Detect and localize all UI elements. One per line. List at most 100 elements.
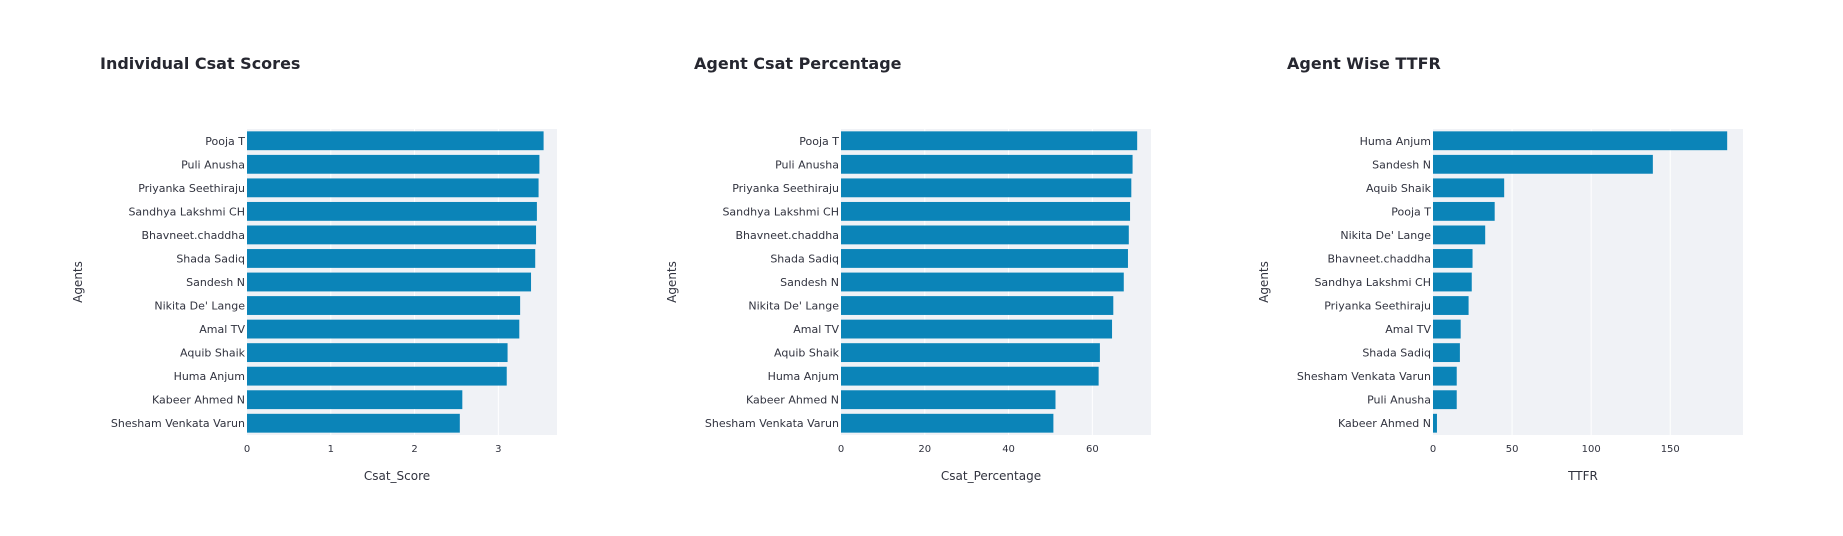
category-label: Puli Anusha	[1367, 394, 1431, 407]
bar[interactable]	[841, 225, 1129, 245]
category-label: Pooja T	[1391, 205, 1431, 218]
category-label: Bhavneet.chaddha	[1327, 252, 1431, 265]
bar[interactable]	[247, 413, 460, 433]
chart-2: Agent Csat Percentage Pooja T Puli Anusha P…	[665, 54, 1151, 483]
category-label: Priyanka Seethiraju	[732, 182, 839, 195]
bar[interactable]	[841, 154, 1133, 174]
x-tick-label: 150	[1661, 444, 1680, 455]
x-tick-label: 0	[838, 444, 844, 455]
category-label: Priyanka Seethiraju	[1324, 300, 1431, 313]
bar[interactable]	[247, 296, 521, 315]
y-axis-title: Agents	[665, 261, 679, 303]
bar[interactable]	[1433, 249, 1473, 268]
chart-title: Individual Csat Scores	[100, 54, 300, 73]
category-label: Amal TV	[199, 323, 245, 336]
category-label: Kabeer Ahmed N	[152, 394, 245, 407]
category-label: Sandesh N	[780, 276, 839, 289]
bar[interactable]	[1433, 413, 1437, 433]
bar[interactable]	[841, 390, 1056, 410]
x-tick-label: 2	[411, 444, 417, 455]
bar[interactable]	[247, 390, 463, 410]
category-label: Shada Sadiq	[770, 252, 839, 265]
category-label: Huma Anjum	[174, 370, 245, 383]
category-label: Aquib Shaik	[774, 347, 840, 360]
category-label: Kabeer Ahmed N	[1338, 417, 1431, 430]
bar[interactable]	[1433, 178, 1505, 198]
bar[interactable]	[247, 249, 536, 268]
bar[interactable]	[1433, 272, 1472, 292]
plot-area	[1433, 129, 1743, 435]
bar[interactable]	[1433, 131, 1728, 151]
category-label: Pooja T	[205, 135, 245, 148]
bar[interactable]	[247, 366, 507, 386]
x-axis-title: Csat_Score	[364, 469, 430, 483]
category-label: Shesham Venkata Varun	[705, 417, 839, 430]
y-axis-title: Agents	[1257, 261, 1271, 303]
x-tick-label: 40	[1002, 444, 1015, 455]
bar[interactable]	[841, 272, 1124, 292]
category-label: Priyanka Seethiraju	[138, 182, 245, 195]
category-label: Pooja T	[799, 135, 839, 148]
bar[interactable]	[247, 131, 544, 151]
bar[interactable]	[247, 319, 520, 339]
bar[interactable]	[1433, 201, 1495, 221]
category-label: Bhavneet.chaddha	[141, 229, 245, 242]
bar[interactable]	[841, 178, 1132, 198]
category-label: Nikita De' Lange	[1340, 229, 1431, 242]
bar[interactable]	[1433, 366, 1457, 386]
category-label: Sandesh N	[1372, 158, 1431, 171]
bar[interactable]	[1433, 390, 1457, 410]
bar[interactable]	[247, 178, 539, 198]
x-tick-label: 1	[328, 444, 334, 455]
x-tick-label: 60	[1086, 444, 1099, 455]
category-label: Sandhya Lakshmi CH	[722, 205, 839, 218]
chart-3: Agent Wise TTFR Huma Anjum Sandesh N Aquib …	[1257, 54, 1743, 483]
chart-title: Agent Wise TTFR	[1287, 54, 1441, 73]
bar[interactable]	[841, 366, 1099, 386]
bar[interactable]	[841, 343, 1100, 363]
bar[interactable]	[1433, 343, 1460, 363]
x-tick-label: 0	[244, 444, 250, 455]
bar[interactable]	[841, 201, 1131, 221]
bar[interactable]	[1433, 154, 1653, 174]
category-label: Huma Anjum	[1360, 135, 1431, 148]
category-label: Amal TV	[793, 323, 839, 336]
x-axis-title: TTFR	[1567, 469, 1598, 483]
category-label: Huma Anjum	[768, 370, 839, 383]
bar[interactable]	[1433, 319, 1461, 339]
bar[interactable]	[841, 249, 1128, 268]
x-tick-label: 50	[1506, 444, 1519, 455]
y-axis-title: Agents	[71, 261, 85, 303]
x-tick-label: 3	[495, 444, 501, 455]
bar[interactable]	[247, 272, 532, 292]
bar[interactable]	[841, 413, 1054, 433]
category-label: Amal TV	[1385, 323, 1431, 336]
category-label: Puli Anusha	[181, 158, 245, 171]
bar[interactable]	[841, 319, 1113, 339]
bar[interactable]	[247, 225, 537, 245]
chart-title: Agent Csat Percentage	[694, 54, 902, 73]
category-label: Sandhya Lakshmi CH	[1314, 276, 1431, 289]
x-axis-title: Csat_Percentage	[941, 469, 1041, 483]
category-label: Shesham Venkata Varun	[111, 417, 245, 430]
bar[interactable]	[1433, 296, 1469, 315]
bar[interactable]	[247, 201, 537, 221]
category-label: Bhavneet.chaddha	[735, 229, 839, 242]
x-tick-label: 20	[918, 444, 931, 455]
x-tick-label: 0	[1430, 444, 1436, 455]
category-label: Puli Anusha	[775, 158, 839, 171]
category-label: Nikita De' Lange	[748, 300, 839, 313]
category-label: Kabeer Ahmed N	[746, 394, 839, 407]
bar[interactable]	[841, 296, 1114, 315]
category-label: Aquib Shaik	[1366, 182, 1432, 195]
x-tick-label: 100	[1582, 444, 1601, 455]
chart-1: Individual Csat Scores Pooja T Puli Anusha…	[71, 54, 557, 483]
category-label: Shesham Venkata Varun	[1297, 370, 1431, 383]
bar[interactable]	[1433, 225, 1486, 245]
bar[interactable]	[247, 343, 508, 363]
category-label: Nikita De' Lange	[154, 300, 245, 313]
bar[interactable]	[247, 154, 540, 174]
bar[interactable]	[841, 131, 1138, 151]
category-label: Sandhya Lakshmi CH	[128, 205, 245, 218]
